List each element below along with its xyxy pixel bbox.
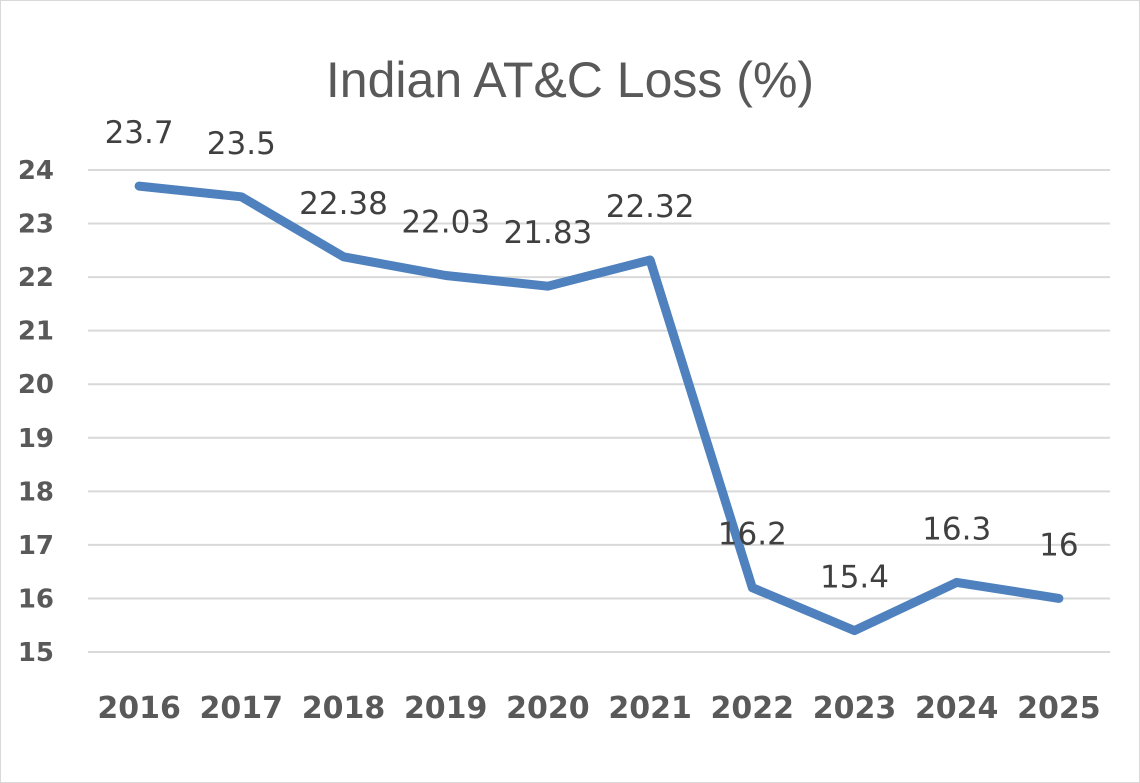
x-tick-label: 2016	[97, 691, 181, 726]
x-tick-label: 2019	[404, 691, 488, 726]
data-label: 23.7	[105, 115, 174, 151]
y-tick-label: 23	[18, 210, 54, 240]
x-tick-label: 2018	[302, 691, 386, 726]
x-tick-label: 2017	[200, 691, 284, 726]
data-label: 16	[1039, 527, 1078, 563]
x-tick-label: 2024	[915, 691, 999, 726]
y-axis-ticks: 15 16 17 18 19 20 21 22 23 24	[18, 156, 54, 668]
y-tick-label: 24	[18, 156, 54, 186]
x-axis-ticks: 2016 2017 2018 2019 2020 2021 2022 2023 2024 2025	[97, 691, 1100, 726]
x-tick-label: 2025	[1017, 691, 1101, 726]
data-label: 22.03	[401, 205, 490, 241]
y-tick-label: 17	[18, 531, 54, 561]
y-tick-label: 21	[18, 317, 54, 347]
series-line	[134, 181, 1064, 636]
y-tick-label: 22	[18, 263, 54, 293]
y-tick-label: 16	[18, 584, 54, 614]
gridlines	[88, 169, 1110, 653]
data-label: 16.3	[922, 511, 991, 547]
y-tick-label: 20	[18, 370, 54, 400]
data-labels: 23.7 23.5 22.38 22.03 21.83 22.32 16.2 15.4 16.3…	[105, 115, 1079, 596]
y-tick-label: 19	[18, 424, 54, 454]
y-tick-label: 15	[18, 638, 54, 668]
x-tick-label: 2020	[506, 691, 590, 726]
chart-title: Indian AT&C Loss (%)	[326, 52, 814, 108]
x-tick-label: 2021	[608, 691, 692, 726]
data-label: 21.83	[504, 215, 593, 251]
data-label: 22.32	[606, 189, 695, 225]
data-label: 16.2	[718, 517, 787, 553]
x-tick-label: 2023	[813, 691, 897, 726]
data-label: 22.38	[299, 186, 388, 222]
y-tick-label: 18	[18, 477, 54, 507]
data-label: 23.5	[207, 126, 276, 162]
data-label: 15.4	[820, 560, 889, 596]
x-tick-label: 2022	[711, 691, 795, 726]
series-line-group	[134, 181, 1064, 636]
